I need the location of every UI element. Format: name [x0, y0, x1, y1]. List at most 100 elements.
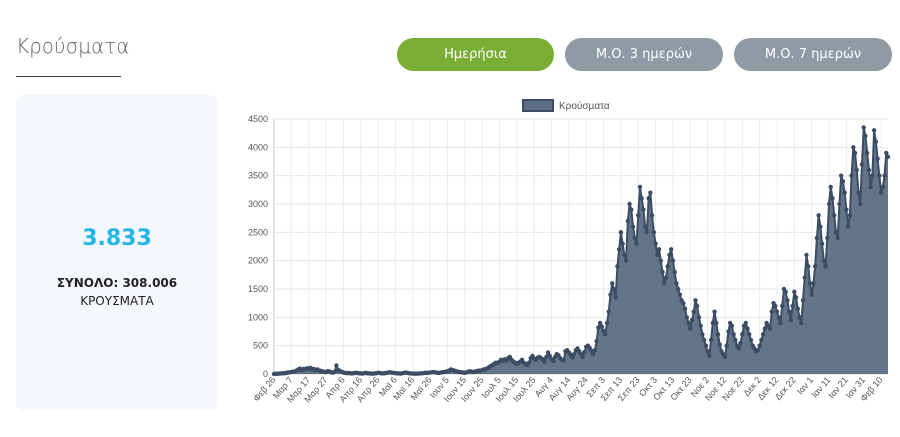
- data-point: [592, 348, 598, 353]
- data-point: [658, 258, 663, 263]
- y-tick-label: 4500: [248, 114, 268, 124]
- data-point: [856, 190, 861, 195]
- data-point: [814, 235, 820, 241]
- data-point: [868, 184, 873, 190]
- data-point: [705, 349, 710, 354]
- data-point: [797, 315, 802, 320]
- data-point: [649, 213, 655, 218]
- data-point: [547, 353, 552, 359]
- data-point: [677, 292, 683, 297]
- data-point: [736, 346, 742, 351]
- data-point: [854, 167, 859, 173]
- data-point: [618, 230, 624, 235]
- data-point: [613, 295, 618, 300]
- data-point: [590, 351, 596, 357]
- data-point: [738, 340, 743, 346]
- legend-label: Κρούσματα: [559, 100, 610, 112]
- data-point: [851, 145, 856, 150]
- data-point: [665, 264, 670, 269]
- data-point: [826, 201, 832, 207]
- data-point: [830, 196, 835, 201]
- data-point: [668, 247, 674, 252]
- data-point: [674, 281, 679, 286]
- data-point: [722, 354, 728, 360]
- data-point: [821, 258, 827, 263]
- summary-value: 3.833: [82, 226, 152, 251]
- data-point: [759, 337, 764, 343]
- data-point: [852, 150, 858, 156]
- data-point: [731, 332, 736, 337]
- data-point: [642, 224, 648, 229]
- data-point: [743, 320, 748, 326]
- data-point: [526, 360, 532, 365]
- data-point: [840, 179, 846, 184]
- data-point: [698, 323, 703, 329]
- x-tick-label: Φεβ 26: [251, 375, 277, 404]
- data-point: [601, 328, 606, 334]
- data-point: [594, 338, 599, 344]
- y-tick-label: 3500: [248, 171, 268, 181]
- data-point: [691, 309, 696, 314]
- data-point: [790, 303, 795, 309]
- data-point: [570, 355, 575, 360]
- data-point: [740, 332, 745, 337]
- data-point: [847, 213, 853, 218]
- data-point: [760, 332, 766, 337]
- data-point: [648, 190, 653, 195]
- data-point: [745, 326, 750, 331]
- data-point: [769, 309, 774, 314]
- avg7-button[interactable]: Μ.Ο. 7 ημερών: [734, 38, 892, 71]
- data-point: [806, 264, 811, 269]
- data-point: [811, 281, 816, 286]
- data-point: [695, 303, 700, 309]
- data-point: [733, 337, 738, 343]
- data-point: [816, 213, 821, 218]
- data-point: [804, 252, 809, 258]
- data-point: [729, 323, 735, 329]
- data-point: [799, 320, 804, 326]
- data-point: [662, 281, 667, 286]
- data-point: [747, 332, 752, 337]
- data-point: [845, 224, 851, 229]
- data-point: [620, 241, 625, 246]
- data-point: [800, 298, 806, 303]
- data-point: [757, 343, 762, 348]
- data-point: [870, 173, 875, 178]
- data-point: [660, 269, 665, 275]
- data-point: [589, 348, 594, 353]
- data-point: [688, 326, 693, 331]
- data-point: [686, 320, 691, 326]
- data-point: [681, 300, 686, 306]
- data-point: [672, 269, 677, 275]
- data-point: [877, 173, 882, 178]
- y-tick-label: 2000: [248, 256, 268, 266]
- data-point: [819, 241, 825, 246]
- data-point: [693, 298, 698, 303]
- data-point: [783, 289, 788, 295]
- data-point: [785, 298, 790, 303]
- data-point: [599, 324, 605, 329]
- data-point: [675, 286, 681, 292]
- data-point: [623, 258, 629, 263]
- data-point: [641, 207, 646, 212]
- data-point: [708, 337, 714, 343]
- data-point: [807, 281, 813, 286]
- data-point: [604, 320, 610, 326]
- avg3-button[interactable]: Μ.Ο. 3 ημερών: [565, 38, 723, 71]
- data-point: [859, 162, 865, 167]
- daily-button[interactable]: Ημερήσια: [397, 38, 554, 71]
- y-tick-label: 3000: [248, 199, 268, 209]
- data-point: [700, 332, 705, 337]
- data-point: [596, 325, 601, 330]
- data-point: [582, 349, 587, 355]
- data-point: [615, 264, 620, 269]
- data-point: [551, 358, 556, 364]
- data-point: [622, 252, 627, 258]
- data-point: [863, 133, 868, 139]
- data-point: [571, 351, 577, 357]
- data-point: [849, 173, 854, 178]
- y-tick-label: 1500: [248, 284, 268, 294]
- data-point: [767, 326, 773, 331]
- data-point: [802, 275, 807, 280]
